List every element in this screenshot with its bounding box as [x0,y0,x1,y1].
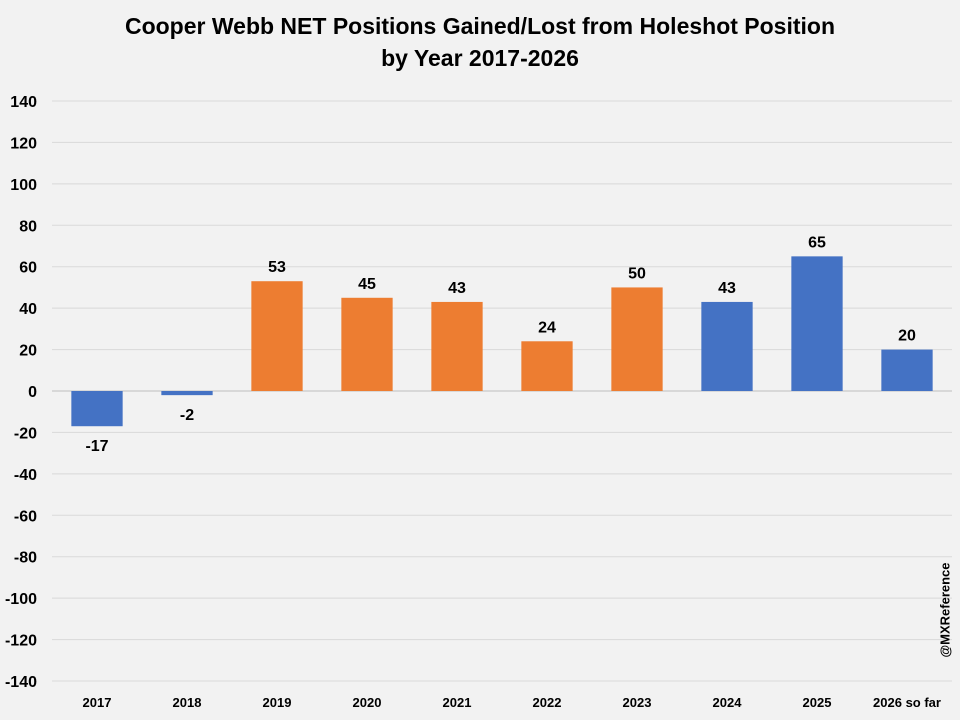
data-label: 53 [268,259,286,276]
data-label: 45 [358,276,376,293]
data-label: -17 [85,438,108,455]
x-tick-label: 2025 [803,695,832,710]
data-label: -2 [180,407,194,424]
y-tick-label: -40 [14,467,37,484]
x-tick-label: 2019 [263,695,292,710]
x-tick-label: 2024 [713,695,743,710]
x-tick-label: 2020 [353,695,382,710]
data-label: 20 [898,328,916,345]
x-tick-label: 2021 [443,695,472,710]
y-tick-label: 0 [28,384,37,401]
y-tick-label: 20 [19,343,37,360]
y-tick-label: 40 [19,301,37,318]
y-tick-label: -80 [14,550,37,567]
data-label: 43 [718,280,736,297]
chart-title-line-2: by Year 2017-2026 [381,45,579,71]
watermark-credit: @MXReference [937,562,953,658]
y-tick-label: 60 [19,260,37,277]
data-label: 24 [538,319,556,336]
data-label: 43 [448,280,466,297]
y-tick-label: 100 [10,177,37,194]
bar [881,349,933,391]
y-tick-label: 140 [10,94,37,111]
bar [341,297,393,391]
bar [431,301,483,391]
chart-title: Cooper Webb NET Positions Gained/Lost fr… [0,10,960,74]
data-label: 50 [628,265,646,282]
y-tick-label: -20 [14,425,37,442]
bar [251,281,303,391]
y-tick-label: -140 [5,674,37,691]
bar [71,391,123,427]
y-tick-label: -60 [14,508,37,525]
bar [611,287,663,391]
y-tick-label: 120 [10,135,37,152]
chart-title-line-1: Cooper Webb NET Positions Gained/Lost fr… [124,13,836,39]
bar [521,341,573,391]
x-tick-label: 2023 [623,695,652,710]
x-tick-label: 2018 [173,695,202,710]
bar [161,391,213,396]
x-tick-label: 2022 [533,695,562,710]
x-tick-label: 2026 so far [873,695,941,710]
y-tick-label: -120 [5,633,37,650]
data-label: 65 [808,234,826,251]
x-tick-label: 2017 [83,695,112,710]
bar [791,256,843,391]
y-tick-label: 80 [19,218,37,235]
bar [701,301,753,391]
y-tick-label: -100 [5,591,37,608]
